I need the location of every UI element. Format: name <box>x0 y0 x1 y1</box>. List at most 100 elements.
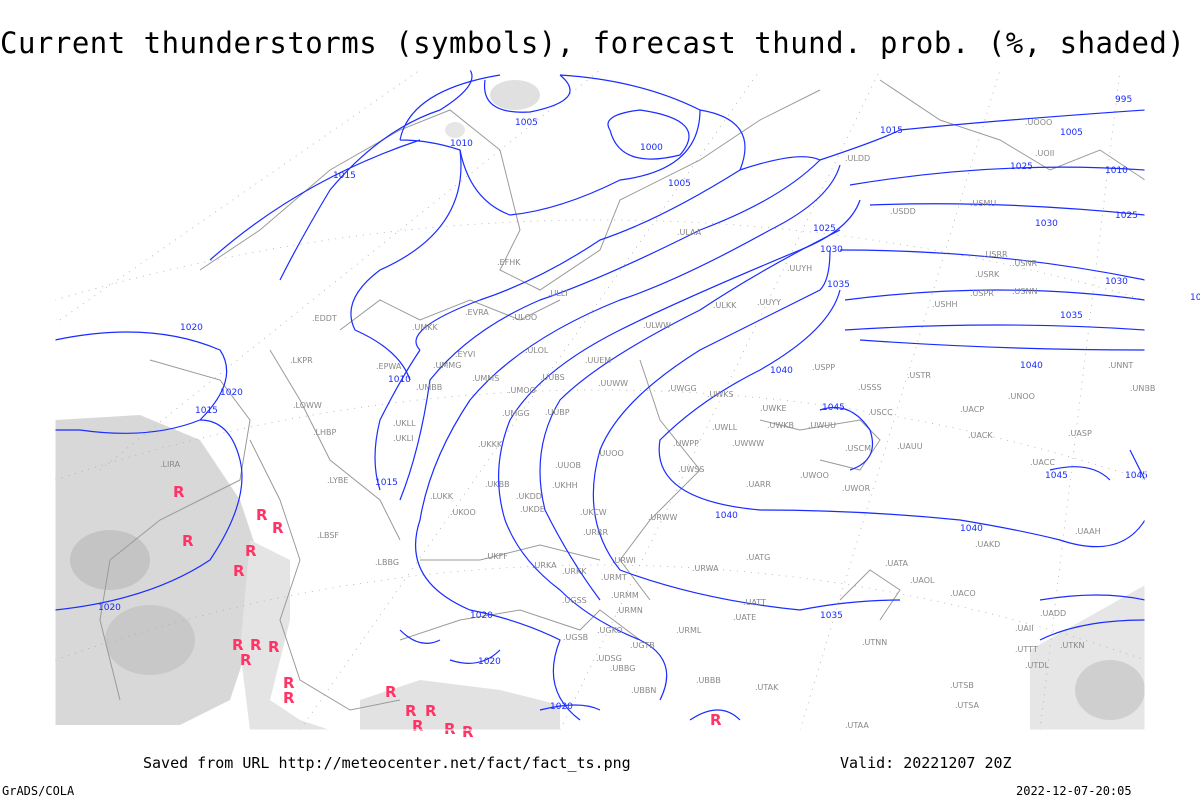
thunderstorm-symbol-icon: R <box>250 636 262 654</box>
station-label: .UAAH <box>1075 527 1101 536</box>
station-label: .ULAA <box>677 228 702 237</box>
station-label: .ULKK <box>713 301 737 310</box>
station-label: .USRR <box>983 250 1008 259</box>
isobar-label: 1020 <box>470 611 493 621</box>
isobar-label: 1035 <box>1060 311 1083 321</box>
isobar-label: 1030 <box>1105 277 1128 287</box>
thunderstorm-symbol-icon: R <box>272 519 284 537</box>
station-label: .UNNT <box>1108 361 1133 370</box>
station-label: .UKOO <box>450 508 476 517</box>
source-url-text: Saved from URL http://meteocenter.net/fa… <box>143 754 631 772</box>
station-label: .USTR <box>907 371 931 380</box>
station-label: .USHH <box>932 300 958 309</box>
station-label: .URWW <box>648 513 678 522</box>
station-label: .UUOB <box>555 461 581 470</box>
isobar-label: 1020 <box>550 702 573 712</box>
station-label: .UMBB <box>416 383 442 392</box>
thunderstorm-symbol-icon: R <box>385 683 397 701</box>
station-label: .UAOL <box>910 576 935 585</box>
map-title: Current thunderstorms (symbols), forecas… <box>0 26 1186 60</box>
station-label: .USSS <box>858 383 882 392</box>
station-label: .UACK <box>968 431 993 440</box>
isobar-label: 1020 <box>220 388 243 398</box>
isobar-label: 1025 <box>1010 162 1033 172</box>
station-label: .UKDE <box>520 505 545 514</box>
station-label: .UARR <box>746 480 771 489</box>
station-label: .UWKS <box>707 390 734 399</box>
station-label: .UKHH <box>552 481 578 490</box>
isobar-label: 1015 <box>333 171 356 181</box>
station-label: .USCC <box>868 408 893 417</box>
station-label: .EYVI <box>455 350 475 359</box>
isobar-label: 1025 <box>1115 211 1138 221</box>
thunderstorm-symbol-icon: R <box>173 483 185 501</box>
station-label: .ULWW <box>643 321 671 330</box>
station-label: .ULLI <box>548 289 568 298</box>
station-label: .UATT <box>743 598 766 607</box>
isobar-label: 1015 <box>375 478 398 488</box>
station-label: .LKPR <box>290 356 313 365</box>
isobar-label: 1005 <box>515 118 538 128</box>
station-label: .UUBP <box>545 408 570 417</box>
station-label: .UUBS <box>540 373 565 382</box>
station-label: .UTNN <box>862 638 887 647</box>
station-label: .UTSA <box>955 701 980 710</box>
station-label: .USDD <box>890 207 916 216</box>
station-label: .UADD <box>1040 609 1066 618</box>
station-label: .UAKD <box>975 540 1000 549</box>
station-label: .UATG <box>746 553 770 562</box>
thunderstorm-symbol-icon: R <box>425 702 437 720</box>
isobar-label: 1040 <box>715 511 738 521</box>
station-label: .URKK <box>562 567 587 576</box>
thunderstorm-symbol-icon: R <box>245 542 257 560</box>
station-label: .UUYY <box>757 298 781 307</box>
station-label: .UGTB <box>630 641 655 650</box>
station-label: .UGSB <box>563 633 588 642</box>
station-label: .UWLL <box>712 423 738 432</box>
software-credit: GrADS/COLA <box>2 784 75 798</box>
station-label: .USCM <box>845 444 871 453</box>
station-label: .EVRA <box>465 308 489 317</box>
station-label: .UAII <box>1015 624 1034 633</box>
station-labels: .ULAA .EFHK .ULLI .ULOO .EVRA .UMKK .EDDT .EPWA… <box>160 118 1155 730</box>
isobar-label: 1010 <box>1105 166 1128 176</box>
station-label: .UDSG <box>596 654 622 663</box>
thunderstorm-symbol-icon: R <box>256 506 268 524</box>
thunderstorm-symbol-icon: R <box>268 638 280 656</box>
station-label: .UUEM <box>585 356 611 365</box>
thunderstorm-symbol-icon: R <box>412 717 424 735</box>
station-label: .UWOO <box>800 471 829 480</box>
station-label: .UWWW <box>732 439 764 448</box>
isobar-label: 1045 <box>1045 471 1068 481</box>
isobar-label: 1045 <box>1125 471 1148 481</box>
isobar-label: 1005 <box>1060 128 1083 138</box>
station-label: .UOII <box>1035 149 1054 158</box>
thunderstorm-symbol-icon: R <box>710 711 722 729</box>
station-label: .UOOO <box>1025 118 1052 127</box>
station-label: .UMOO <box>508 386 536 395</box>
station-label: .URML <box>676 626 702 635</box>
station-label: .URKA <box>532 561 557 570</box>
station-label: .UWKB <box>767 421 794 430</box>
station-label: .UWKE <box>760 404 787 413</box>
station-label: .EFHK <box>497 258 521 267</box>
station-label: .UKCW <box>580 508 607 517</box>
station-label: .UGKO <box>597 626 623 635</box>
station-label: .USPR <box>970 289 994 298</box>
station-label: .UUWW <box>598 379 628 388</box>
station-label: .UTAK <box>755 683 779 692</box>
thunderstorm-symbol-icon: R <box>462 723 474 741</box>
station-label: .ULOL <box>525 346 549 355</box>
station-label: .ULDD <box>845 154 870 163</box>
station-label: .UKKK <box>478 440 503 449</box>
station-label: .UACO <box>950 589 976 598</box>
station-label: .UWGG <box>668 384 697 393</box>
station-label: .URMT <box>601 573 627 582</box>
station-label: .UTAA <box>845 721 869 730</box>
station-label: .USMU <box>970 199 996 208</box>
lat-lon-grid <box>54 69 1146 731</box>
thunderstorm-symbol-icon: R <box>283 689 295 707</box>
isobar-label: 1015 <box>880 126 903 136</box>
isobar-label: 1035 <box>820 611 843 621</box>
